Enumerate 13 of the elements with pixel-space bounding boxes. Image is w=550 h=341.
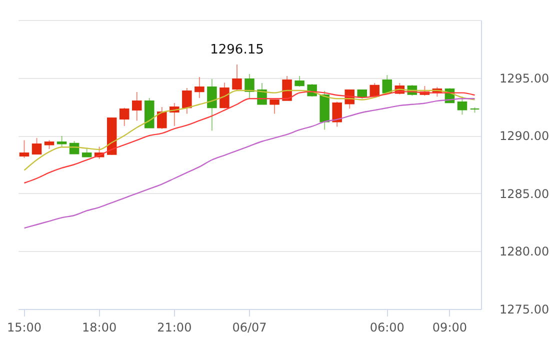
x-tick-label: 06/07: [232, 320, 267, 334]
line-series: [24, 98, 476, 229]
annotation: 1296.15: [210, 42, 264, 58]
x-tick-label: 21:00: [157, 320, 192, 334]
y-tick-label: 1290.00: [500, 129, 550, 144]
x-tick-label: 18:00: [82, 320, 117, 334]
y-tick-label: 1275.00: [500, 302, 550, 316]
x-tick-label: 09:00: [432, 320, 468, 334]
x-tick-label: 06:00: [370, 320, 404, 334]
y-tick-label: 1280.00: [500, 244, 550, 259]
y-tick-label: 1295.00: [500, 71, 550, 86]
y-tick-label: 1285.00: [500, 186, 550, 201]
x-tick-label: 15:00: [6, 320, 42, 334]
